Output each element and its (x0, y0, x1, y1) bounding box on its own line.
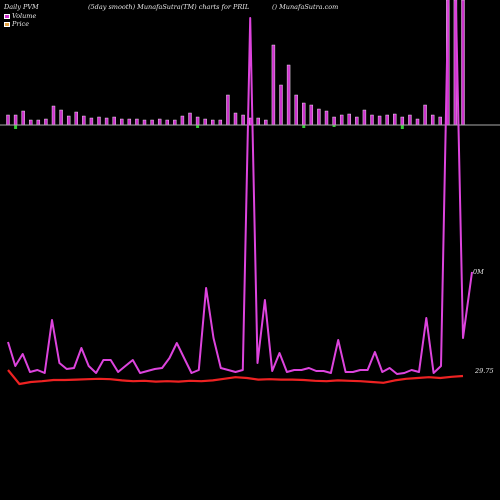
volume-bar (347, 113, 351, 126)
volume-bar-negative (302, 125, 306, 128)
volume-bar (302, 102, 306, 126)
volume-bar (66, 115, 71, 126)
volume-bar (393, 113, 397, 126)
volume-bar (203, 118, 207, 126)
volume-bar (120, 118, 124, 126)
volume-bar (82, 115, 86, 126)
volume-bar (13, 114, 18, 126)
volume-bar (150, 119, 154, 126)
price-axis-label: 29.75 (475, 367, 494, 375)
legend-label-price: Price (12, 20, 30, 28)
volume-bar (142, 119, 147, 126)
volume-bar (97, 116, 101, 126)
volume-bar (415, 118, 420, 126)
volume-line (7, 0, 473, 375)
volume-bar (423, 104, 427, 126)
volume-bar (317, 108, 321, 126)
legend-item-price: Price (4, 20, 29, 28)
volume-bar (241, 114, 245, 126)
volume-bar (226, 94, 230, 126)
volume-bar (51, 105, 56, 126)
chart-title: (5day smooth) MunafaSutra(TM) charts for… (88, 3, 250, 11)
volume-bar (89, 117, 94, 126)
volume-bar (74, 111, 78, 126)
volume-bar (430, 114, 435, 126)
volume-bar (59, 109, 63, 126)
volume-bar (29, 119, 33, 126)
price-swatch (4, 21, 10, 27)
volume-bar (309, 104, 314, 126)
volume-bar (286, 64, 291, 126)
series-lines (7, 0, 473, 386)
volume-bar (339, 114, 344, 126)
volume-bar (157, 118, 162, 126)
volume-swatch (4, 13, 10, 19)
legend-item-volume: Volume (4, 12, 36, 20)
volume-bar (218, 119, 223, 126)
volume-bar (408, 114, 412, 126)
volume-bar (294, 94, 298, 126)
volume-bar-negative (400, 125, 404, 129)
volume-bar (400, 116, 405, 126)
volume-bar (112, 116, 116, 126)
volume-bar (211, 119, 215, 126)
volume-bar (264, 119, 268, 126)
volume-bar (165, 119, 169, 126)
volume-bar (324, 110, 329, 126)
volume-bar (362, 109, 367, 126)
volume-bar (271, 44, 276, 126)
volume-bar (233, 112, 238, 126)
volume-bar (188, 112, 192, 126)
price-line (7, 369, 464, 386)
volume-bar (355, 116, 359, 126)
volume-bar (279, 84, 283, 126)
volume-bar (370, 114, 374, 126)
volume-bar (180, 115, 185, 126)
chart-type-label: Daily PVM (4, 3, 39, 11)
volume-bar (385, 114, 389, 126)
volume-bar (6, 114, 10, 126)
volume-bar (256, 117, 260, 126)
volume-bar-negative (332, 125, 336, 127)
volume-bar-negative (196, 125, 200, 128)
volume-axis-label: 0M (473, 268, 484, 276)
volume-bar (461, 0, 465, 126)
volume-bars (6, 0, 465, 129)
volume-bar-negative (14, 125, 18, 129)
volume-bar (195, 116, 200, 126)
volume-bar (173, 119, 177, 126)
volume-bar (377, 115, 382, 126)
volume-bar (438, 116, 442, 126)
volume-bar (21, 110, 25, 126)
volume-bar (104, 117, 109, 126)
volume-bar (332, 116, 336, 126)
volume-bar (127, 118, 132, 126)
volume-bar (36, 119, 41, 126)
volume-bar (44, 118, 48, 126)
legend-label-volume: Volume (12, 12, 37, 20)
volume-bar (135, 118, 139, 126)
site-credit: () MunafaSutra.com (272, 3, 339, 11)
